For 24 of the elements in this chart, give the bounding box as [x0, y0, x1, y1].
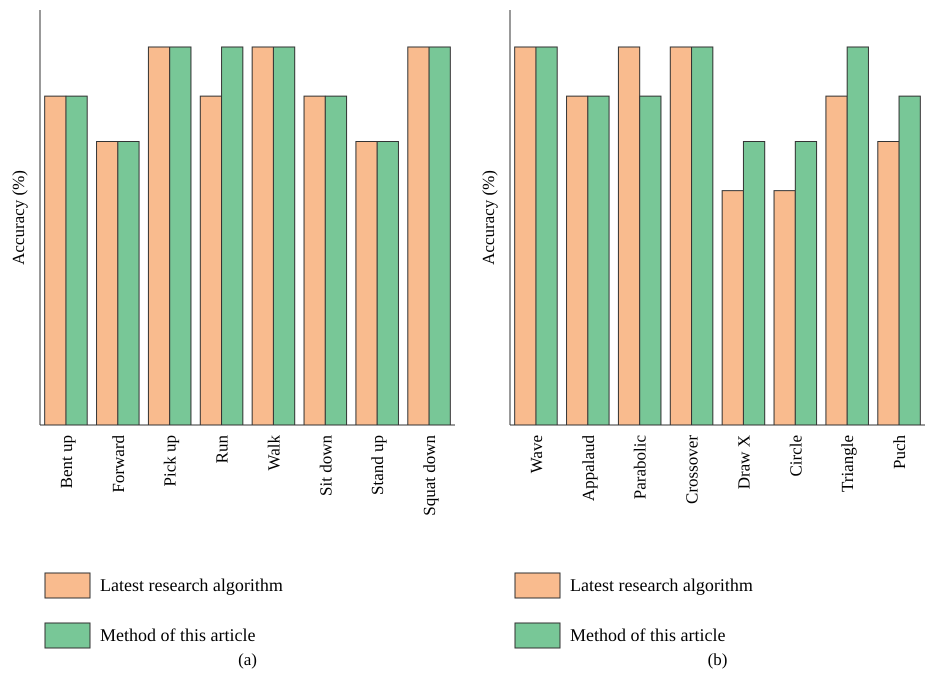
x-tick-label: Forward: [108, 434, 128, 493]
y-axis-title: Accuracy (%): [479, 170, 498, 265]
text: (b): [708, 650, 728, 669]
x-tick-label: Draw X: [734, 435, 754, 490]
x-tick-label: Walk: [264, 434, 284, 470]
x-tick-label: Puch: [890, 434, 910, 469]
x-tick-label: Sit down: [316, 434, 336, 496]
legend-label: Latest research algorithm: [100, 575, 283, 595]
x-tick-label: Crossover: [682, 434, 702, 504]
x-tick-label: Stand up: [368, 435, 388, 495]
x-tick-label: Circle: [786, 435, 806, 477]
x-tick-label: Bent up: [56, 435, 76, 488]
x-tick-label: Squat down: [420, 434, 440, 516]
text: (a): [238, 650, 257, 669]
legend-label: Latest research algorithm: [570, 575, 753, 595]
legend-label: Method of this article: [570, 625, 726, 645]
y-axis-title: Accuracy (%): [9, 170, 28, 265]
x-tick-label: Appalaud: [578, 434, 598, 502]
x-tick-label: Run: [212, 434, 232, 464]
x-tick-label: Wave: [526, 435, 546, 474]
legend-label: Method of this article: [100, 625, 256, 645]
x-tick-label: Pick up: [160, 435, 180, 486]
x-tick-label: Triangle: [838, 435, 858, 492]
x-tick-label: Parabolic: [630, 434, 650, 500]
